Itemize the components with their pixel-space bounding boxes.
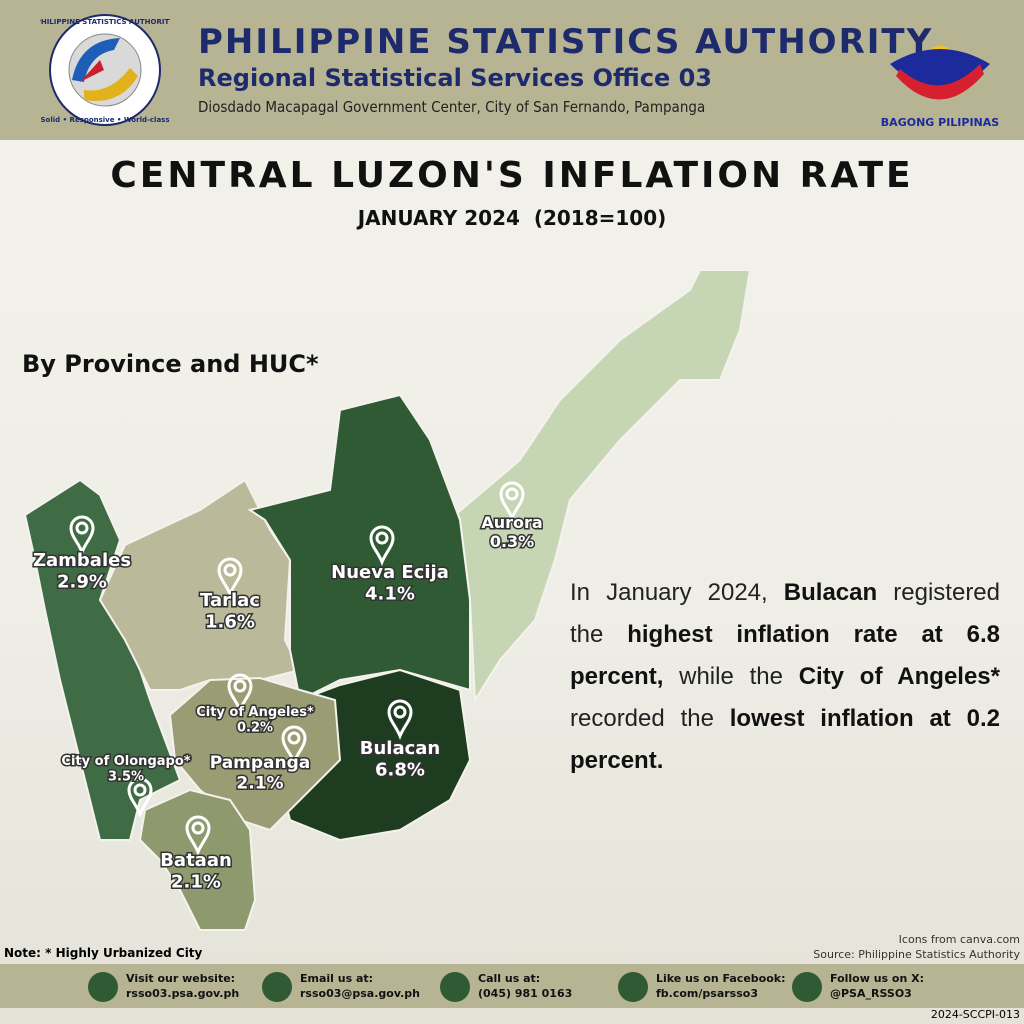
- map-pin: [387, 699, 413, 741]
- doc-code: 2024-SCCPI-013: [930, 1008, 1020, 1021]
- contact: Call us at: (045) 981 0163: [440, 972, 572, 1002]
- contact-label: Like us on Facebook:: [656, 972, 786, 986]
- title: CENTRAL LUZON'S INFLATION RATE: [110, 155, 914, 196]
- map-pin: [69, 515, 95, 557]
- contact-value: @PSA_RSSO3: [830, 987, 912, 1000]
- contact-label: Email us at:: [300, 972, 374, 986]
- contact-icon: [792, 972, 822, 1002]
- summary-text: In January 2024,: [570, 579, 784, 606]
- icon-credit: Icons from canva.com: [898, 933, 1020, 946]
- contact: Email us at: rsso03@psa.gov.ph: [262, 972, 420, 1002]
- region-name: City of Angeles*: [196, 705, 314, 720]
- badge-text: BAGONG PILIPINAS: [881, 116, 999, 129]
- summary-text: City of Angeles*: [798, 663, 1000, 690]
- region-rate: 2.1%: [236, 773, 283, 793]
- contact-icon: [262, 972, 292, 1002]
- region-name: Bataan: [160, 850, 232, 871]
- map-pin: [227, 673, 253, 715]
- map-pin: [185, 815, 211, 857]
- contact-text: Visit our website: rsso03.psa.gov.ph: [126, 972, 239, 1002]
- footer-band: [0, 964, 1024, 1008]
- logo-ring-text: PHILIPPINE STATISTICS AUTHORITY: [40, 18, 170, 26]
- subtitle: JANUARY 2024 (2018=100): [357, 206, 667, 230]
- contact-text: Call us at: (045) 981 0163: [478, 972, 572, 1002]
- region-rate: 4.1%: [365, 584, 415, 605]
- map-pin: [217, 557, 243, 599]
- contact-label: Visit our website:: [126, 972, 236, 986]
- map-pin: [369, 525, 395, 567]
- summary: In January 2024, Bulacan registered the …: [570, 572, 1000, 782]
- psa-logo: PHILIPPINE STATISTICS AUTHORITY Solid • …: [40, 14, 170, 126]
- contact-label: Follow us on X:: [830, 972, 925, 986]
- region-name: Nueva Ecija: [331, 562, 449, 583]
- region-rate: 1.6%: [205, 612, 255, 633]
- region-rate: 2.9%: [57, 572, 107, 593]
- region-name: Tarlac: [200, 590, 260, 611]
- region-name: Zambales: [33, 550, 131, 571]
- address: Diosdado Macapagal Government Center, Ci…: [198, 98, 706, 116]
- section-label: By Province and HUC*: [22, 350, 319, 378]
- contact-label: Call us at:: [478, 972, 541, 986]
- region-name: Aurora: [481, 513, 542, 532]
- contact-icon: [88, 972, 118, 1002]
- source: Source: Philippine Statistics Authority: [813, 948, 1020, 961]
- region-name: Bulacan: [360, 738, 440, 759]
- header-band: [0, 0, 1024, 140]
- logo-motto: Solid • Responsive • World-class: [41, 116, 170, 124]
- summary-text: registered the: [570, 579, 1001, 648]
- contact: Visit our website: rsso03.psa.gov.ph: [88, 972, 239, 1002]
- contact-value: fb.com/psarsso3: [656, 987, 758, 1000]
- map-shapes: [23, 269, 752, 931]
- contact-icon: [440, 972, 470, 1002]
- summary-text: lowest inflation at 0.2 percent.: [570, 705, 1000, 774]
- summary-text: recorded the: [570, 705, 730, 732]
- contact-icon: [618, 972, 648, 1002]
- map-pin: [281, 725, 307, 767]
- region-rate: 2.1%: [171, 872, 221, 893]
- office-name: Regional Statistical Services Office 03: [198, 64, 712, 92]
- region-rate: 6.8%: [375, 760, 425, 781]
- map-pin: [499, 481, 525, 523]
- org-name: PHILIPPINE STATISTICS AUTHORITY: [198, 22, 934, 62]
- summary-text: while the: [663, 663, 799, 690]
- bagong-pilipinas-logo: BAGONG PILIPINAS: [881, 46, 999, 129]
- contact-value: (045) 981 0163: [478, 987, 573, 1000]
- region-rate: 3.5%: [108, 770, 144, 785]
- contact-value: rsso03.psa.gov.ph: [126, 987, 240, 1000]
- contact: Like us on Facebook: fb.com/psarsso3: [618, 972, 786, 1002]
- contact-text: Like us on Facebook: fb.com/psarsso3: [656, 972, 786, 1002]
- region-name: Pampanga: [210, 753, 311, 773]
- region-rate: 0.3%: [490, 532, 534, 551]
- contact-value: rsso03@psa.gov.ph: [300, 987, 420, 1000]
- contact-text: Email us at: rsso03@psa.gov.ph: [300, 972, 420, 1002]
- region-name: City of Olongapo*: [61, 754, 190, 769]
- map-pin: [127, 777, 153, 819]
- summary-text: highest inflation rate at 6.8 percent,: [570, 621, 1000, 690]
- contact-text: Follow us on X: @PSA_RSSO3: [830, 972, 924, 1002]
- summary-text: Bulacan: [783, 579, 878, 606]
- note: Note: * Highly Urbanized City: [4, 946, 203, 960]
- contact: Follow us on X: @PSA_RSSO3: [792, 972, 924, 1002]
- region-rate: 0.2%: [237, 721, 273, 736]
